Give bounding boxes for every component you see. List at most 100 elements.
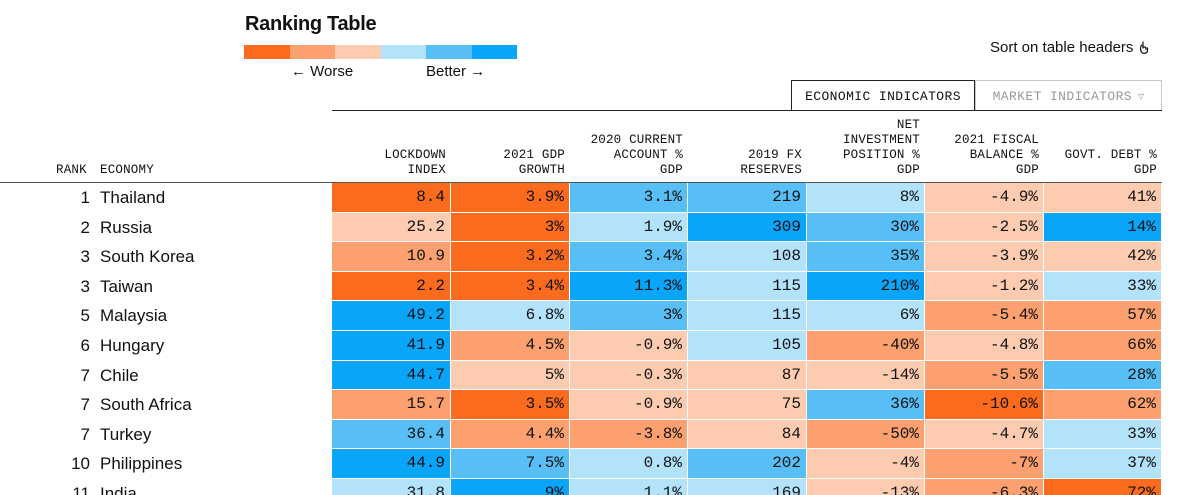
value-cell: 35% <box>807 242 925 272</box>
value-cell: 210% <box>807 271 925 302</box>
tab-market-indicators[interactable]: MARKET INDICATORS ▿ <box>975 80 1162 111</box>
column-header-line: GDP <box>1015 163 1039 177</box>
value-cell: 1.1% <box>570 479 688 495</box>
value-cell: 8% <box>807 183 925 213</box>
value-cell: -6.3% <box>925 479 1044 495</box>
column-header-line: GDP <box>1133 163 1157 177</box>
value-cell: 72% <box>1044 479 1162 495</box>
sort-hint: Sort on table headers <box>990 39 1149 56</box>
value-cell: 219 <box>688 183 807 213</box>
table-row: 11 India 31.8 9% 1.1% 169 -13% -6.3% 72% <box>0 479 1162 495</box>
value-cell: 42% <box>1044 242 1162 272</box>
table-row: 6 Hungary 41.9 4.5% -0.9% 105 -40% -4.8% 66% <box>0 331 1162 361</box>
column-header-line: NET <box>896 118 920 132</box>
header-economy[interactable]: ECONOMY <box>100 163 154 177</box>
value-cell: 75 <box>688 390 807 420</box>
rank-cell: 11 <box>72 484 90 495</box>
value-cell: -0.3% <box>570 360 688 391</box>
column-header[interactable]: 2019 FX RESERVES <box>688 148 802 178</box>
legend-swatch <box>380 45 426 59</box>
value-cell: -1.2% <box>925 271 1044 302</box>
header-divider <box>0 182 1162 183</box>
tab-underline <box>332 110 1162 111</box>
rank-cell: 7 <box>80 365 90 385</box>
column-header-line: LOCKDOWN <box>384 148 446 162</box>
rank-cell: 10 <box>71 454 90 474</box>
value-cell: 44.9 <box>332 449 451 479</box>
table-row: 7 Chile 44.7 5% -0.3% 87 -14% -5.5% 28% <box>0 360 1162 391</box>
economy-cell: Russia <box>100 217 152 237</box>
value-cell: 9% <box>451 479 570 495</box>
rank-cell: 3 <box>80 276 90 296</box>
economy-cell: Turkey <box>100 424 152 444</box>
value-cell: 31.8 <box>332 479 451 495</box>
value-cell: 87 <box>688 360 807 391</box>
value-cell: -40% <box>807 331 925 361</box>
value-cell: 3.2% <box>451 242 570 272</box>
value-cell: 3.4% <box>570 242 688 272</box>
table-row: 5 Malaysia 49.2 6.8% 3% 115 6% -5.4% 57% <box>0 301 1162 331</box>
value-cell: 8.4 <box>332 183 451 213</box>
table-row: 1 Thailand 8.4 3.9% 3.1% 219 8% -4.9% 41% <box>0 183 1162 213</box>
rank-cell: 7 <box>80 395 90 415</box>
economy-cell: Thailand <box>100 188 166 207</box>
value-cell: -4.7% <box>925 419 1044 450</box>
column-header[interactable]: NET INVESTMENT POSITION % GDP <box>807 118 920 178</box>
filter-icon: ▿ <box>1137 89 1145 104</box>
value-cell: 3.9% <box>451 183 570 213</box>
rank-cell: 6 <box>80 336 90 355</box>
rank-cell: 5 <box>80 306 90 326</box>
column-header-line: INDEX <box>407 163 446 177</box>
tab-economic-indicators[interactable]: ECONOMIC INDICATORS <box>791 80 975 111</box>
tab-market-indicators-label: MARKET INDICATORS <box>992 88 1132 104</box>
value-cell: -4% <box>807 449 925 479</box>
value-cell: 30% <box>807 212 925 243</box>
value-cell: 2.2 <box>332 271 451 302</box>
column-header-line: RESERVES <box>740 163 802 177</box>
economy-cell: Chile <box>100 365 139 385</box>
rank-cell: 2 <box>80 217 90 237</box>
header-rank[interactable]: RANK <box>56 163 87 177</box>
value-cell: 36% <box>807 390 925 420</box>
value-cell: 6.8% <box>451 301 570 331</box>
legend-worse-label: ← Worse <box>291 63 354 80</box>
table-row: 3 Taiwan 2.2 3.4% 11.3% 115 210% -1.2% 33% <box>0 271 1162 302</box>
column-header-line: 2021 GDP <box>503 148 565 162</box>
value-cell: -3.8% <box>570 419 688 450</box>
column-header-line: 2019 FX <box>748 148 802 162</box>
value-cell: -3.9% <box>925 242 1044 272</box>
value-cell: 11.3% <box>570 271 688 302</box>
sort-hint-text: Sort on table headers <box>990 39 1134 56</box>
column-header[interactable]: 2020 CURRENT ACCOUNT % GDP <box>570 133 683 178</box>
column-header[interactable]: GOVT. DEBT % GDP <box>1044 148 1157 178</box>
column-header-line: GROWTH <box>518 163 565 177</box>
value-cell: -5.5% <box>925 360 1044 391</box>
economy-cell: South Korea <box>100 247 195 267</box>
value-cell: -10.6% <box>925 390 1044 420</box>
color-legend <box>244 45 517 59</box>
rank-cell: 1 <box>80 188 90 207</box>
value-cell: 84 <box>688 419 807 450</box>
value-cell: 169 <box>688 479 807 495</box>
value-cell: 66% <box>1044 331 1162 361</box>
legend-swatch <box>289 45 335 59</box>
column-header[interactable]: LOCKDOWN INDEX <box>332 148 446 178</box>
column-header-line: INVESTMENT <box>842 133 920 147</box>
legend-swatch <box>426 45 472 59</box>
table-row: 7 Turkey 36.4 4.4% -3.8% 84 -50% -4.7% 33% <box>0 419 1162 450</box>
value-cell: 33% <box>1044 271 1162 302</box>
value-cell: 7.5% <box>451 449 570 479</box>
value-cell: 105 <box>688 331 807 361</box>
table-row: 10 Philippines 44.9 7.5% 0.8% 202 -4% -7% 37% <box>0 449 1162 479</box>
value-cell: -2.5% <box>925 212 1044 243</box>
table-row: 2 Russia 25.2 3% 1.9% 309 30% -2.5% 14% <box>0 212 1162 243</box>
value-cell: 202 <box>688 449 807 479</box>
column-header-line: BALANCE % <box>969 148 1039 162</box>
column-header-line: 2020 CURRENT <box>590 133 683 147</box>
economy-cell: Philippines <box>100 454 183 474</box>
value-cell: 49.2 <box>332 301 451 331</box>
value-cell: -14% <box>807 360 925 391</box>
column-header[interactable]: 2021 FISCAL BALANCE % GDP <box>925 133 1039 178</box>
column-header[interactable]: 2021 GDP GROWTH <box>451 148 565 178</box>
value-cell: -0.9% <box>570 390 688 420</box>
